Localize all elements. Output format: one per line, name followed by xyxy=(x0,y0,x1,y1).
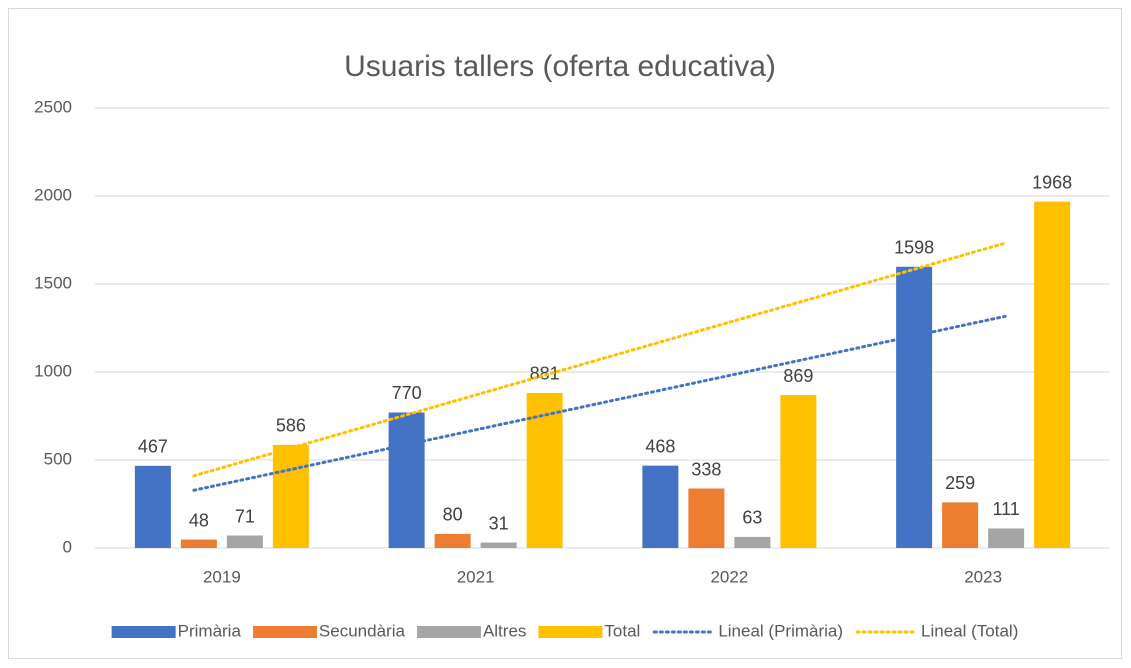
data-label: 80 xyxy=(443,505,463,525)
data-label: 881 xyxy=(530,364,560,384)
trendline xyxy=(192,314,1007,492)
bar xyxy=(134,465,171,548)
x-tick-label: 2023 xyxy=(964,567,1002,586)
legend-swatch xyxy=(538,626,603,638)
data-label: 111 xyxy=(992,499,1019,519)
data-label: 31 xyxy=(489,513,509,533)
trendline xyxy=(192,241,1007,478)
bar xyxy=(988,528,1025,548)
bar xyxy=(388,412,425,548)
y-tick-label: 1500 xyxy=(34,273,72,292)
legend-label: Total xyxy=(604,621,640,640)
bar xyxy=(1034,201,1071,548)
chart-title: Usuaris tallers (oferta educativa) xyxy=(344,50,776,83)
y-tick-label: 1000 xyxy=(34,361,72,380)
bar xyxy=(434,533,471,548)
bar xyxy=(942,502,979,548)
legend-label: Lineal (Total) xyxy=(921,621,1018,640)
legend-label: Secundària xyxy=(319,621,406,640)
data-label: 869 xyxy=(783,366,813,386)
data-label: 468 xyxy=(645,436,675,456)
bar xyxy=(688,488,725,548)
legend-swatch xyxy=(252,626,317,638)
data-label: 338 xyxy=(691,459,721,479)
bar xyxy=(642,465,679,548)
data-label: 770 xyxy=(392,383,422,403)
bar xyxy=(226,535,263,548)
legend-swatch xyxy=(416,626,481,638)
y-tick-label: 2000 xyxy=(34,185,72,204)
chart-border xyxy=(8,8,1122,659)
data-label: 48 xyxy=(189,510,209,530)
data-label: 586 xyxy=(276,416,306,436)
bar xyxy=(896,266,933,548)
bar xyxy=(480,542,517,548)
bar xyxy=(780,395,817,548)
bar xyxy=(180,539,217,548)
x-tick-label: 2021 xyxy=(457,567,495,586)
legend-label: Lineal (Primària) xyxy=(718,621,843,640)
legend-label: Primària xyxy=(178,621,242,640)
data-label: 259 xyxy=(945,473,975,493)
legend-swatch xyxy=(111,626,176,638)
legend-label: Altres xyxy=(483,621,526,640)
data-label: 63 xyxy=(742,508,762,528)
data-label: 467 xyxy=(138,437,168,457)
y-tick-label: 500 xyxy=(44,449,72,468)
data-label: 1968 xyxy=(1032,172,1072,192)
data-label: 71 xyxy=(235,506,255,526)
y-tick-label: 2500 xyxy=(34,97,72,116)
bar xyxy=(526,392,563,548)
bar xyxy=(272,444,309,548)
x-tick-label: 2019 xyxy=(203,567,241,586)
data-label: 1598 xyxy=(894,238,934,258)
bar xyxy=(734,536,771,548)
x-tick-label: 2022 xyxy=(710,567,748,586)
y-tick-label: 0 xyxy=(63,537,72,556)
